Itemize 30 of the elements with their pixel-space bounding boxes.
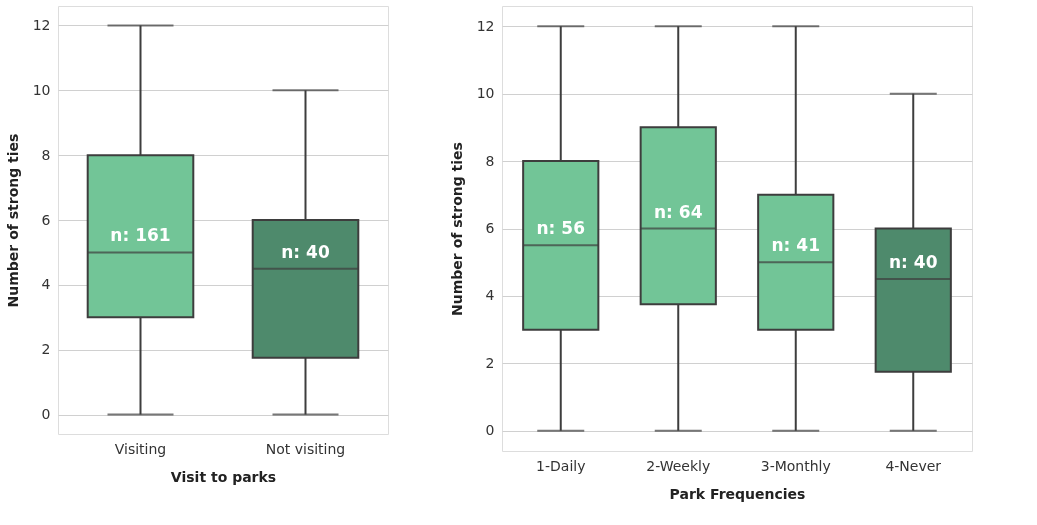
y-tick-label: 2	[485, 354, 495, 371]
annotation: n: 40	[889, 252, 938, 273]
y-tick-label: 12	[476, 17, 495, 34]
annotation: n: 161	[110, 225, 171, 246]
annotation: n: 40	[281, 241, 330, 262]
x-tick-label: 4-Never	[885, 457, 942, 474]
x-tick-label: 3-Monthly	[760, 457, 831, 474]
annotation: n: 41	[771, 235, 820, 256]
y-axis-title: Number of strong ties	[448, 142, 465, 316]
x-tick-label: 2-Weekly	[646, 457, 711, 474]
y-tick-label: 8	[41, 146, 51, 163]
y-tick-label: 4	[41, 276, 51, 293]
annotation: n: 64	[654, 201, 703, 222]
y-axis-title: Number of strong ties	[4, 133, 21, 308]
x-tick-label: Visiting	[114, 440, 167, 457]
y-tick-label: 10	[32, 81, 51, 98]
y-tick-label: 12	[32, 16, 51, 33]
y-tick-label: 0	[41, 406, 51, 423]
x-tick-label: Not visiting	[265, 440, 346, 457]
y-tick-label: 4	[485, 287, 495, 304]
y-tick-label: 0	[485, 422, 495, 439]
annotation: n: 56	[536, 218, 585, 239]
x-axis-title: Visit to parks	[170, 468, 277, 485]
x-tick-label: 1-Daily	[536, 457, 586, 474]
y-tick-label: 6	[485, 220, 495, 236]
y-tick-label: 8	[485, 152, 495, 169]
y-tick-label: 2	[41, 341, 51, 358]
x-axis-title: Park Frequencies	[669, 485, 806, 502]
y-tick-label: 10	[476, 85, 495, 102]
y-tick-label: 6	[41, 211, 51, 228]
